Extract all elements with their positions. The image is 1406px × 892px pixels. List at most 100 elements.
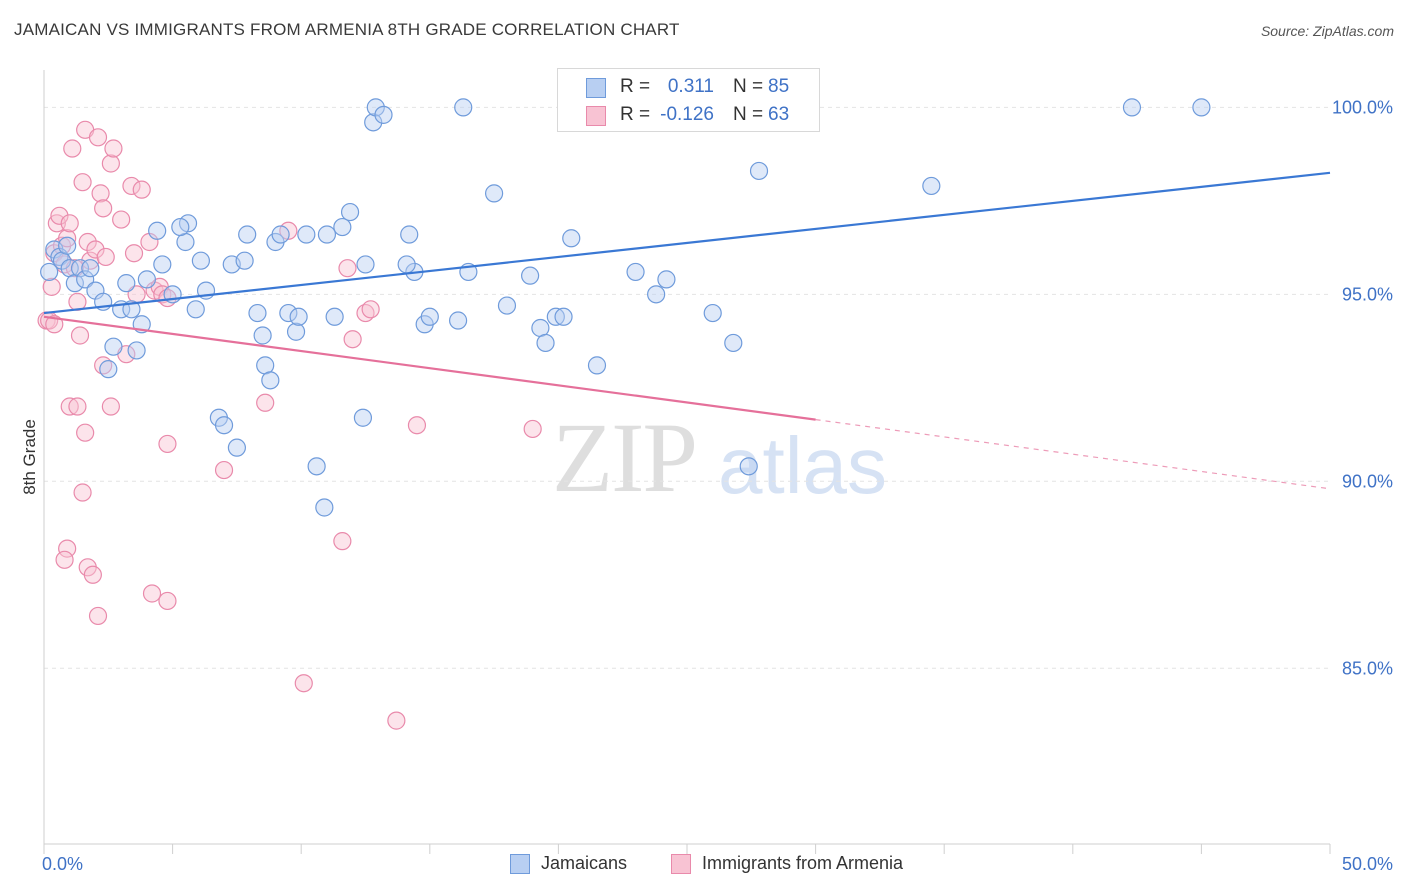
armenia-point	[70, 326, 90, 345]
jamaicans-point	[289, 307, 308, 326]
armenia-point	[96, 247, 115, 267]
y-tick-label: 85.0%	[1342, 658, 1393, 678]
armenia-point	[50, 206, 69, 225]
jamaicans-point	[1192, 98, 1211, 117]
armenia-point	[338, 259, 357, 278]
armenia-point	[124, 244, 144, 263]
armenia-point	[58, 229, 77, 248]
armenia-point	[91, 184, 110, 203]
armenia-point	[343, 330, 362, 349]
y-axis-label: 8th Grade	[20, 419, 39, 495]
armenia-point	[523, 419, 542, 439]
jamaicans-point	[171, 217, 190, 237]
jamaicans-point	[307, 457, 326, 476]
x-tick-label: 0.0%	[42, 854, 83, 874]
jamaicans-point	[536, 333, 555, 353]
jamaicans-point	[749, 161, 769, 181]
jamaicans-point	[397, 255, 416, 274]
armenia-point	[58, 539, 77, 558]
jamaicans-point	[127, 341, 146, 360]
armenia-point	[142, 584, 162, 603]
armenia-point	[333, 532, 352, 551]
jamaicans-point	[279, 303, 298, 323]
jamaicans-point	[1122, 98, 1142, 117]
armenia-point	[47, 214, 66, 233]
jamaicans-point	[374, 105, 393, 124]
armenia-point	[60, 214, 79, 233]
armenia-point	[73, 483, 92, 502]
armenia-point	[104, 139, 123, 158]
jamaicans-point	[261, 371, 280, 390]
legend-r-label: R =	[620, 76, 651, 97]
armenia-point	[387, 711, 406, 730]
jamaicans-point	[546, 307, 565, 326]
jamaicans-point	[235, 251, 254, 270]
jamaicans-point	[248, 303, 267, 323]
jamaicans-point	[104, 337, 123, 356]
jamaicans-point	[153, 255, 172, 274]
armenia-point	[81, 251, 100, 270]
armenia-point	[60, 397, 79, 416]
y-tick-label: 100.0%	[1332, 97, 1393, 117]
jamaicans-point	[297, 225, 316, 244]
jamaicans-point	[317, 225, 337, 244]
armenia-point	[214, 460, 234, 480]
jamaicans-point	[521, 266, 540, 285]
jamaicans-point	[562, 229, 581, 248]
jamaicans-point	[148, 221, 167, 240]
armenia-point	[55, 550, 74, 569]
jamaicans-point	[703, 303, 722, 323]
series-jamaicans-points	[40, 98, 1211, 517]
chart-title: JAMAICAN VS IMMIGRANTS FROM ARMENIA 8TH …	[14, 20, 680, 39]
jamaicans-point	[657, 270, 676, 289]
jamaicans-point	[739, 457, 758, 476]
armenia-point	[94, 199, 113, 218]
legend-label-armenia: Immigrants from Armenia	[702, 853, 904, 873]
legend-row-jamaicans: R = 0.311 N = 85	[558, 72, 818, 102]
y-tick-label: 95.0%	[1342, 284, 1393, 304]
correlation-legend: R = 0.311 N = 85 R = -0.126 N = 63	[557, 68, 820, 132]
jamaicans-point	[271, 225, 290, 244]
gridlines	[44, 106, 1330, 669]
armenia-point	[101, 397, 120, 416]
jamaicans-point	[315, 498, 334, 517]
armenia-point	[76, 423, 95, 442]
jamaicans-point	[626, 262, 645, 282]
legend-swatch-blue	[586, 78, 606, 98]
jamaicans-trend-line	[43, 171, 1331, 315]
jamaicans-point	[448, 311, 468, 330]
armenia-point	[132, 180, 151, 199]
jamaicans-point	[922, 176, 941, 196]
jamaicans-point	[353, 408, 373, 427]
jamaicans-point	[117, 274, 136, 293]
jamaicans-point	[587, 356, 607, 375]
armenia-point	[68, 397, 87, 416]
jamaicans-point	[81, 259, 100, 278]
jamaicans-point	[70, 259, 90, 278]
x-tick-label: 50.0%	[1342, 854, 1393, 874]
jamaicans-point	[724, 333, 743, 353]
series-legend: Jamaicans Immigrants from Armenia	[0, 852, 1406, 878]
armenia-trend-line	[43, 315, 816, 421]
watermark-zip: ZIP	[552, 402, 698, 513]
armenia-point	[256, 393, 275, 412]
jamaicans-point	[364, 113, 383, 132]
armenia-point	[361, 300, 380, 319]
jamaicans-point	[227, 438, 246, 457]
armenia-point	[158, 434, 177, 454]
armenia-point	[86, 240, 105, 259]
jamaicans-point	[238, 225, 257, 244]
jamaicans-point	[400, 225, 419, 244]
legend-r-label: R =	[620, 104, 651, 125]
axis-labels: 85.0% 90.0% 95.0% 100.0% 0.0% 50.0% 8th Grade	[20, 97, 1393, 874]
jamaicans-point	[58, 236, 77, 255]
armenia-point	[63, 139, 82, 158]
armenia-point	[122, 176, 141, 196]
jamaicans-point	[420, 307, 439, 326]
source-label: Source: ZipAtlas.com	[1260, 23, 1394, 39]
legend-label-jamaicans: Jamaicans	[541, 853, 628, 873]
jamaicans-point	[286, 322, 306, 341]
jamaicans-point	[325, 307, 344, 326]
armenia-point	[42, 277, 61, 296]
trend-lines	[43, 171, 1331, 490]
